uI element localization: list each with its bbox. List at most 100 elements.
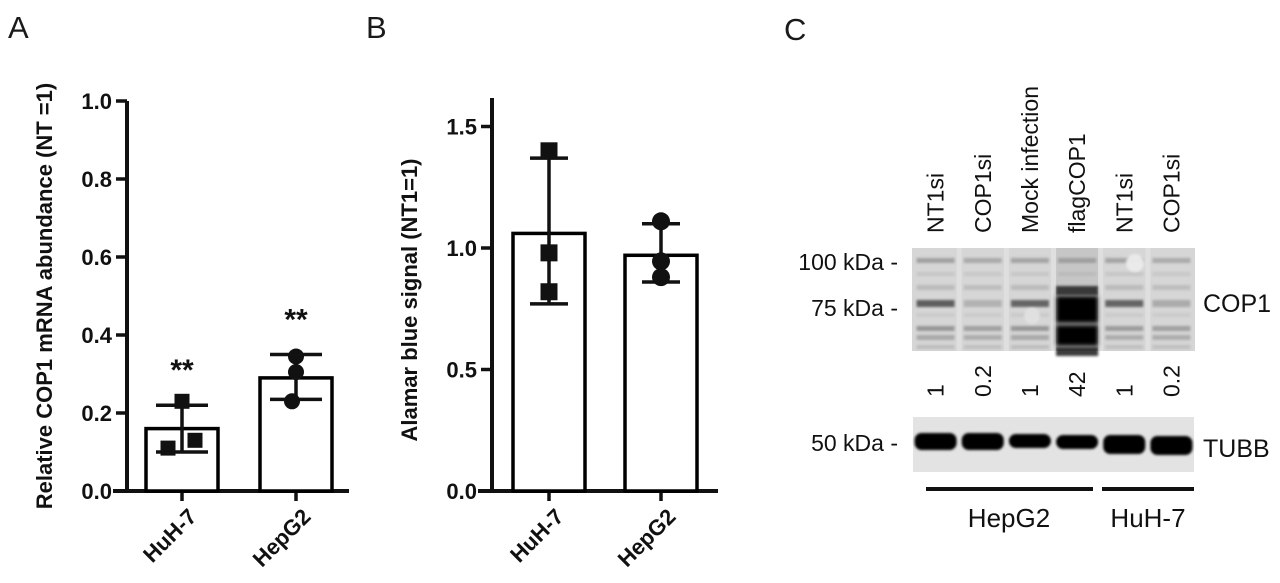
- data-point-circle: [288, 364, 304, 381]
- lane-separator: [1051, 248, 1056, 351]
- faint-band: [963, 300, 1002, 307]
- data-point-square: [540, 283, 558, 301]
- group-underline: [1102, 487, 1194, 491]
- panel-label-a: A: [8, 10, 30, 45]
- faint-band: [963, 345, 1002, 349]
- faint-band: [1152, 285, 1191, 290]
- data-point-square: [160, 440, 176, 456]
- faint-band: [1010, 326, 1049, 331]
- tubb-band: [961, 433, 1004, 450]
- faint-band: [1105, 326, 1144, 331]
- faint-band: [1010, 345, 1049, 349]
- lane-label: NT1si: [923, 173, 949, 233]
- faint-band: [963, 285, 1002, 290]
- bar-huh-7: [144, 426, 220, 493]
- faint-band: [1010, 335, 1049, 340]
- faint-band: [916, 335, 955, 340]
- faint-band: [1010, 285, 1049, 290]
- faint-band: [1152, 300, 1191, 307]
- mw-marker-label: 100 kDa -: [798, 249, 898, 275]
- y-axis-title: Alamar blue signal (NT1=1): [397, 158, 422, 441]
- faint-band: [916, 285, 955, 290]
- y-tick-label: 0.0: [81, 479, 112, 504]
- flagcop1-dark-band: [1056, 347, 1099, 356]
- y-tick-label: 1.0: [446, 236, 477, 261]
- quantification-value: 1: [1017, 384, 1043, 397]
- flagcop1-dark-band: [1056, 286, 1099, 295]
- faint-band: [1152, 258, 1191, 263]
- data-point-circle: [284, 393, 300, 410]
- bar-hepg2: [623, 253, 699, 493]
- chart-b: 0.0 0.5 1.0 1.5 Alamar blue signal (NT1=1) Hu…: [397, 98, 718, 572]
- flagcop1-dark-band: [1056, 325, 1099, 346]
- cop1-blot-label: COP1: [1203, 290, 1271, 318]
- tubb-band: [1056, 435, 1099, 449]
- mw-marker-label: 75 kDa -: [811, 295, 898, 321]
- x-category-label: HuH-7: [138, 504, 201, 567]
- y-tick-label: 0.6: [81, 245, 112, 270]
- y-tick-label: 0.5: [446, 358, 477, 383]
- faint-band: [916, 326, 955, 331]
- faint-band: [963, 326, 1002, 331]
- y-axis-title: Relative COP1 mRNA abundance (NT =1): [32, 83, 57, 509]
- cop1-blot-background: [912, 248, 1195, 351]
- faint-band: [1152, 272, 1191, 276]
- panel-label-c: C: [784, 12, 807, 47]
- y-tick-label: 0.8: [81, 167, 112, 192]
- faint-band: [963, 313, 1002, 317]
- tubb-band: [914, 433, 957, 450]
- lane-label: flagCOP1: [1064, 133, 1090, 233]
- y-tick-label: 0.2: [81, 401, 112, 426]
- faint-band: [1058, 272, 1097, 276]
- faint-band: [1105, 313, 1144, 317]
- significance-label: **: [170, 354, 194, 387]
- lane-separator: [956, 248, 962, 351]
- data-point-square: [187, 432, 203, 448]
- faint-band: [1010, 258, 1049, 263]
- quantification-value: 1: [1111, 384, 1137, 397]
- lane-label: NT1si: [1111, 173, 1137, 233]
- data-point-circle: [652, 268, 670, 287]
- faint-band: [916, 300, 955, 307]
- lane-label: COP1si: [970, 154, 996, 233]
- faint-band: [1105, 335, 1144, 340]
- lane-separator: [1003, 248, 1009, 351]
- faint-band: [1010, 300, 1049, 307]
- y-tick-label: 1.5: [446, 115, 477, 140]
- faint-band: [1010, 272, 1049, 276]
- blot-artifact-spot: [1126, 254, 1144, 272]
- group-label: HepG2: [968, 503, 1050, 533]
- data-point-square: [174, 393, 190, 409]
- tubb-band: [1103, 435, 1146, 454]
- x-category-label: HuH-7: [505, 504, 568, 567]
- faint-band: [963, 272, 1002, 276]
- x-category-label: HepG2: [613, 504, 681, 572]
- chart-a: 0.0 0.2 0.4 0.6 0.8 1.0 Relative COP1 mRNA abu…: [32, 83, 349, 572]
- faint-band: [1152, 335, 1191, 340]
- faint-band: [916, 272, 955, 276]
- quantification-value: 42: [1064, 371, 1090, 397]
- faint-band: [1105, 258, 1144, 263]
- x-category-label: HepG2: [248, 504, 316, 572]
- faint-band: [1152, 345, 1191, 349]
- bar-hepg2: [258, 376, 334, 493]
- faint-band: [916, 313, 955, 317]
- y-tick-label: 0.4: [81, 323, 112, 348]
- significance-label: **: [284, 304, 308, 337]
- tubb-blot-background: [913, 417, 1194, 472]
- faint-band: [963, 258, 1002, 263]
- faint-band: [1105, 300, 1144, 307]
- faint-band: [963, 335, 1002, 340]
- group-underline: [926, 487, 1093, 491]
- lane-separator: [1098, 248, 1104, 351]
- quantification-value: 0.2: [1158, 365, 1184, 397]
- data-point-square: [540, 244, 558, 262]
- blot-artifact-spot: [1024, 308, 1040, 324]
- group-label: HuH-7: [1110, 503, 1185, 533]
- flagcop1-dark-band: [1056, 296, 1099, 323]
- faint-band: [1105, 345, 1144, 349]
- faint-band: [1058, 258, 1097, 263]
- quantification-value: 0.2: [970, 365, 996, 397]
